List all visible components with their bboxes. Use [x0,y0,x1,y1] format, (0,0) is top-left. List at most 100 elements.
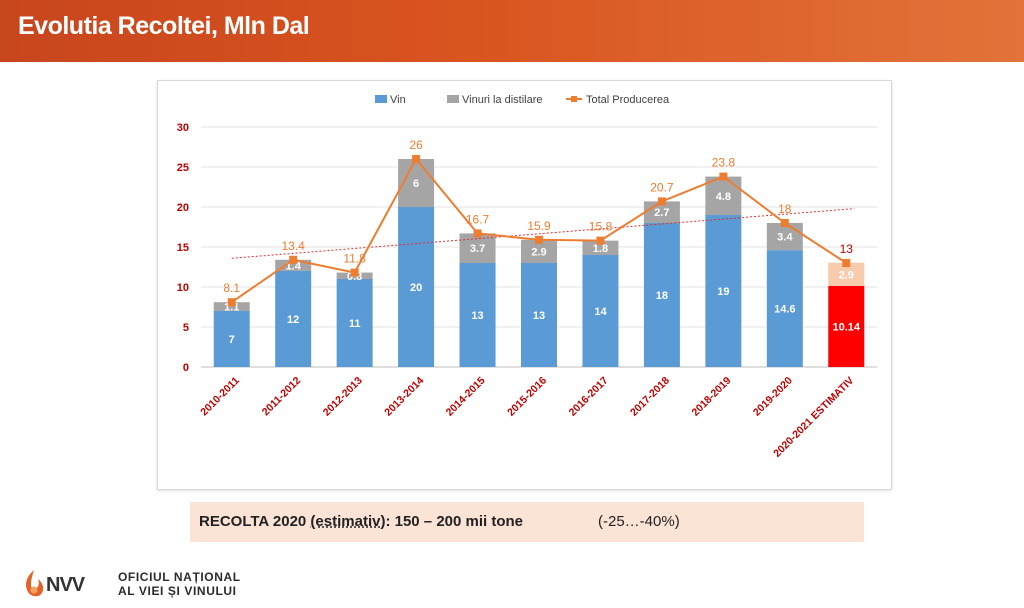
x-tick-label: 2017-2018 [628,375,672,419]
y-tick-label: 30 [177,122,189,134]
bar-distilare [828,262,865,286]
total-marker [780,219,789,227]
total-label: 26 [409,138,423,152]
bar-distilare [766,223,803,251]
bar-vin [582,255,619,367]
legend-marker [571,96,577,102]
total-marker [535,235,543,244]
x-tick-label: 2010-2011 [198,375,242,419]
org-line-2: AL VIEI ȘI VINULUI [118,584,237,598]
note-estimativ: (estimativ) [310,513,386,530]
bar-vin-label: 12 [287,314,299,326]
bar-distilare [705,176,742,215]
bar-distilare-label: 3.4 [777,232,793,244]
bar-vin [213,311,250,367]
x-tick-label: 2014-2015 [444,375,488,419]
header-banner: Evolutia Recoltei, Mln Dal [0,0,1024,62]
bar-distilare-label: 3.7 [470,243,485,255]
legend-label: Total Producerea [586,94,670,106]
bar-vin [705,215,742,367]
total-label: 13.4 [282,239,306,253]
harvest-note-text: RECOLTA 2020 (estimativ): 150 – 200 mii … [199,513,523,530]
x-tick-label: 2012-2013 [321,375,365,419]
bar-distilare [275,259,312,271]
total-marker [657,197,666,206]
onvv-logo: NVV [26,570,87,597]
bar-distilare [582,240,619,255]
note-suffix: : 150 – 200 mii tone [385,513,524,530]
total-marker [289,255,298,264]
legend-label: Vinuri la distilare [462,94,543,106]
total-marker [227,298,236,307]
bar-distilare [213,302,250,311]
org-name: OFICIUL NAȚIONAL AL VIEI ȘI VINULUI [118,570,241,598]
total-label: 15.8 [589,220,613,234]
bar-vin-label: 14.6 [774,304,795,316]
legend-swatch [375,95,387,103]
total-label: 8.1 [223,281,240,295]
bar-distilare-label: 1.8 [593,243,608,255]
flame-icon [26,570,44,597]
total-label: 23.8 [712,156,736,170]
total-label: 11.8 [343,252,366,266]
legend-label: Vin [390,94,406,106]
total-label: 18 [778,202,792,216]
x-tick-label: 2018-2019 [689,375,733,419]
bar-distilare-label: 2.9 [531,246,546,258]
note-prefix: RECOLTA 2020 [199,513,311,530]
bar-distilare [521,239,557,263]
total-marker [596,236,605,245]
y-tick-label: 5 [183,322,189,334]
bar-distilare [459,233,496,263]
bar-distilare-label: 2.7 [654,207,669,219]
bar-vin-label: 11 [349,318,361,330]
total-marker [473,229,482,238]
y-tick-label: 15 [177,242,189,254]
y-tick-label: 25 [177,162,189,174]
harvest-note: RECOLTA 2020 (estimativ): 150 – 200 mii … [190,502,864,542]
total-marker [842,259,851,267]
x-tick-label: 2016-2017 [567,375,611,419]
bar-vin-label: 7 [229,334,235,346]
legend-swatch [447,95,459,103]
total-label: 16.7 [466,212,490,226]
y-tick-label: 0 [183,362,189,374]
bar-vin-label: 18 [656,290,668,302]
total-label: 20.7 [650,180,674,194]
bar-vin [336,279,373,367]
bar-vin [643,223,680,367]
bar-vin [521,263,557,367]
total-marker [412,155,421,163]
page-title: Evolutia Recoltei, Mln Dal [18,12,310,40]
total-marker [719,172,728,181]
total-marker [350,268,359,277]
x-tick-label: 2011-2012 [260,375,304,419]
bar-vin [828,285,865,367]
bar-distilare-label: 4.8 [716,191,731,203]
bar-distilare-label: 2.9 [839,269,854,281]
bar-vin-label: 19 [717,286,729,298]
x-tick-label: 2013-2014 [382,375,426,419]
bar-vin-label: 20 [410,282,422,294]
org-line-1: OFICIUL NAȚIONAL [118,570,241,584]
y-tick-label: 10 [177,282,189,294]
bar-vin-label: 14 [594,306,607,318]
bar-vin-label: 13 [533,310,545,322]
logo-letters: NVV [46,574,86,596]
y-tick-label: 20 [177,202,189,214]
total-label: 15.9 [527,219,551,233]
chart-panel: 0 5 10 15 20 25 30 Vin Vinuri la distilare Total … [157,80,892,490]
trendline [231,208,855,259]
bar-vin [459,263,496,367]
bar-distilare-label: 6 [413,178,419,190]
bar-vin [398,207,435,367]
bar-vin [275,271,312,367]
x-tick-label: 2015-2016 [505,375,549,419]
bar-vin-label: 13 [471,310,483,322]
harvest-chart: 0 5 10 15 20 25 30 Vin Vinuri la distilare Total … [177,94,877,460]
harvest-note-change: (-25…-40%) [598,513,680,530]
x-tick-label: 2019-2020 [751,375,795,419]
total-label: 13 [840,242,854,256]
bar-vin [766,250,803,367]
bar-vin-label: 10.14 [833,321,861,333]
